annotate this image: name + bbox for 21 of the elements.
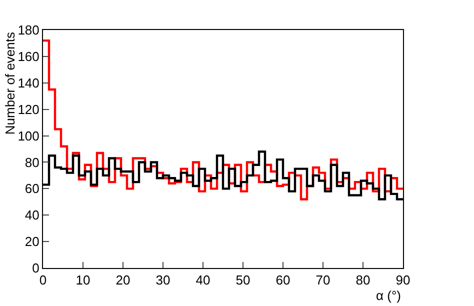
x-tick-label: 80 — [356, 272, 370, 288]
x-tick-label: 20 — [116, 272, 130, 288]
x-axis-title: α (°) — [376, 288, 401, 303]
y-tick-label: 40 — [24, 208, 40, 223]
y-tick-label: 20 — [24, 234, 40, 250]
y-tick-label: 160 — [18, 48, 40, 64]
y-tick-label: 140 — [18, 75, 40, 90]
x-tick-label: 60 — [276, 272, 290, 288]
x-tick-label: 10 — [76, 272, 90, 288]
x-tick-label: 90 — [396, 272, 410, 288]
x-tick-label: 50 — [236, 272, 250, 288]
x-tick-label: 30 — [156, 272, 170, 288]
y-tick-label: 100 — [18, 128, 40, 144]
y-tick-label: 60 — [24, 181, 40, 196]
y-tick-label: 180 — [18, 22, 40, 38]
x-tick-label: 70 — [316, 272, 330, 288]
y-tick-label: 80 — [24, 154, 40, 170]
y-tick-label: 120 — [18, 102, 40, 117]
y-axis-title: Number of events — [2, 31, 18, 135]
y-tick-label: 0 — [32, 260, 40, 276]
x-tick-label: 40 — [196, 272, 210, 288]
